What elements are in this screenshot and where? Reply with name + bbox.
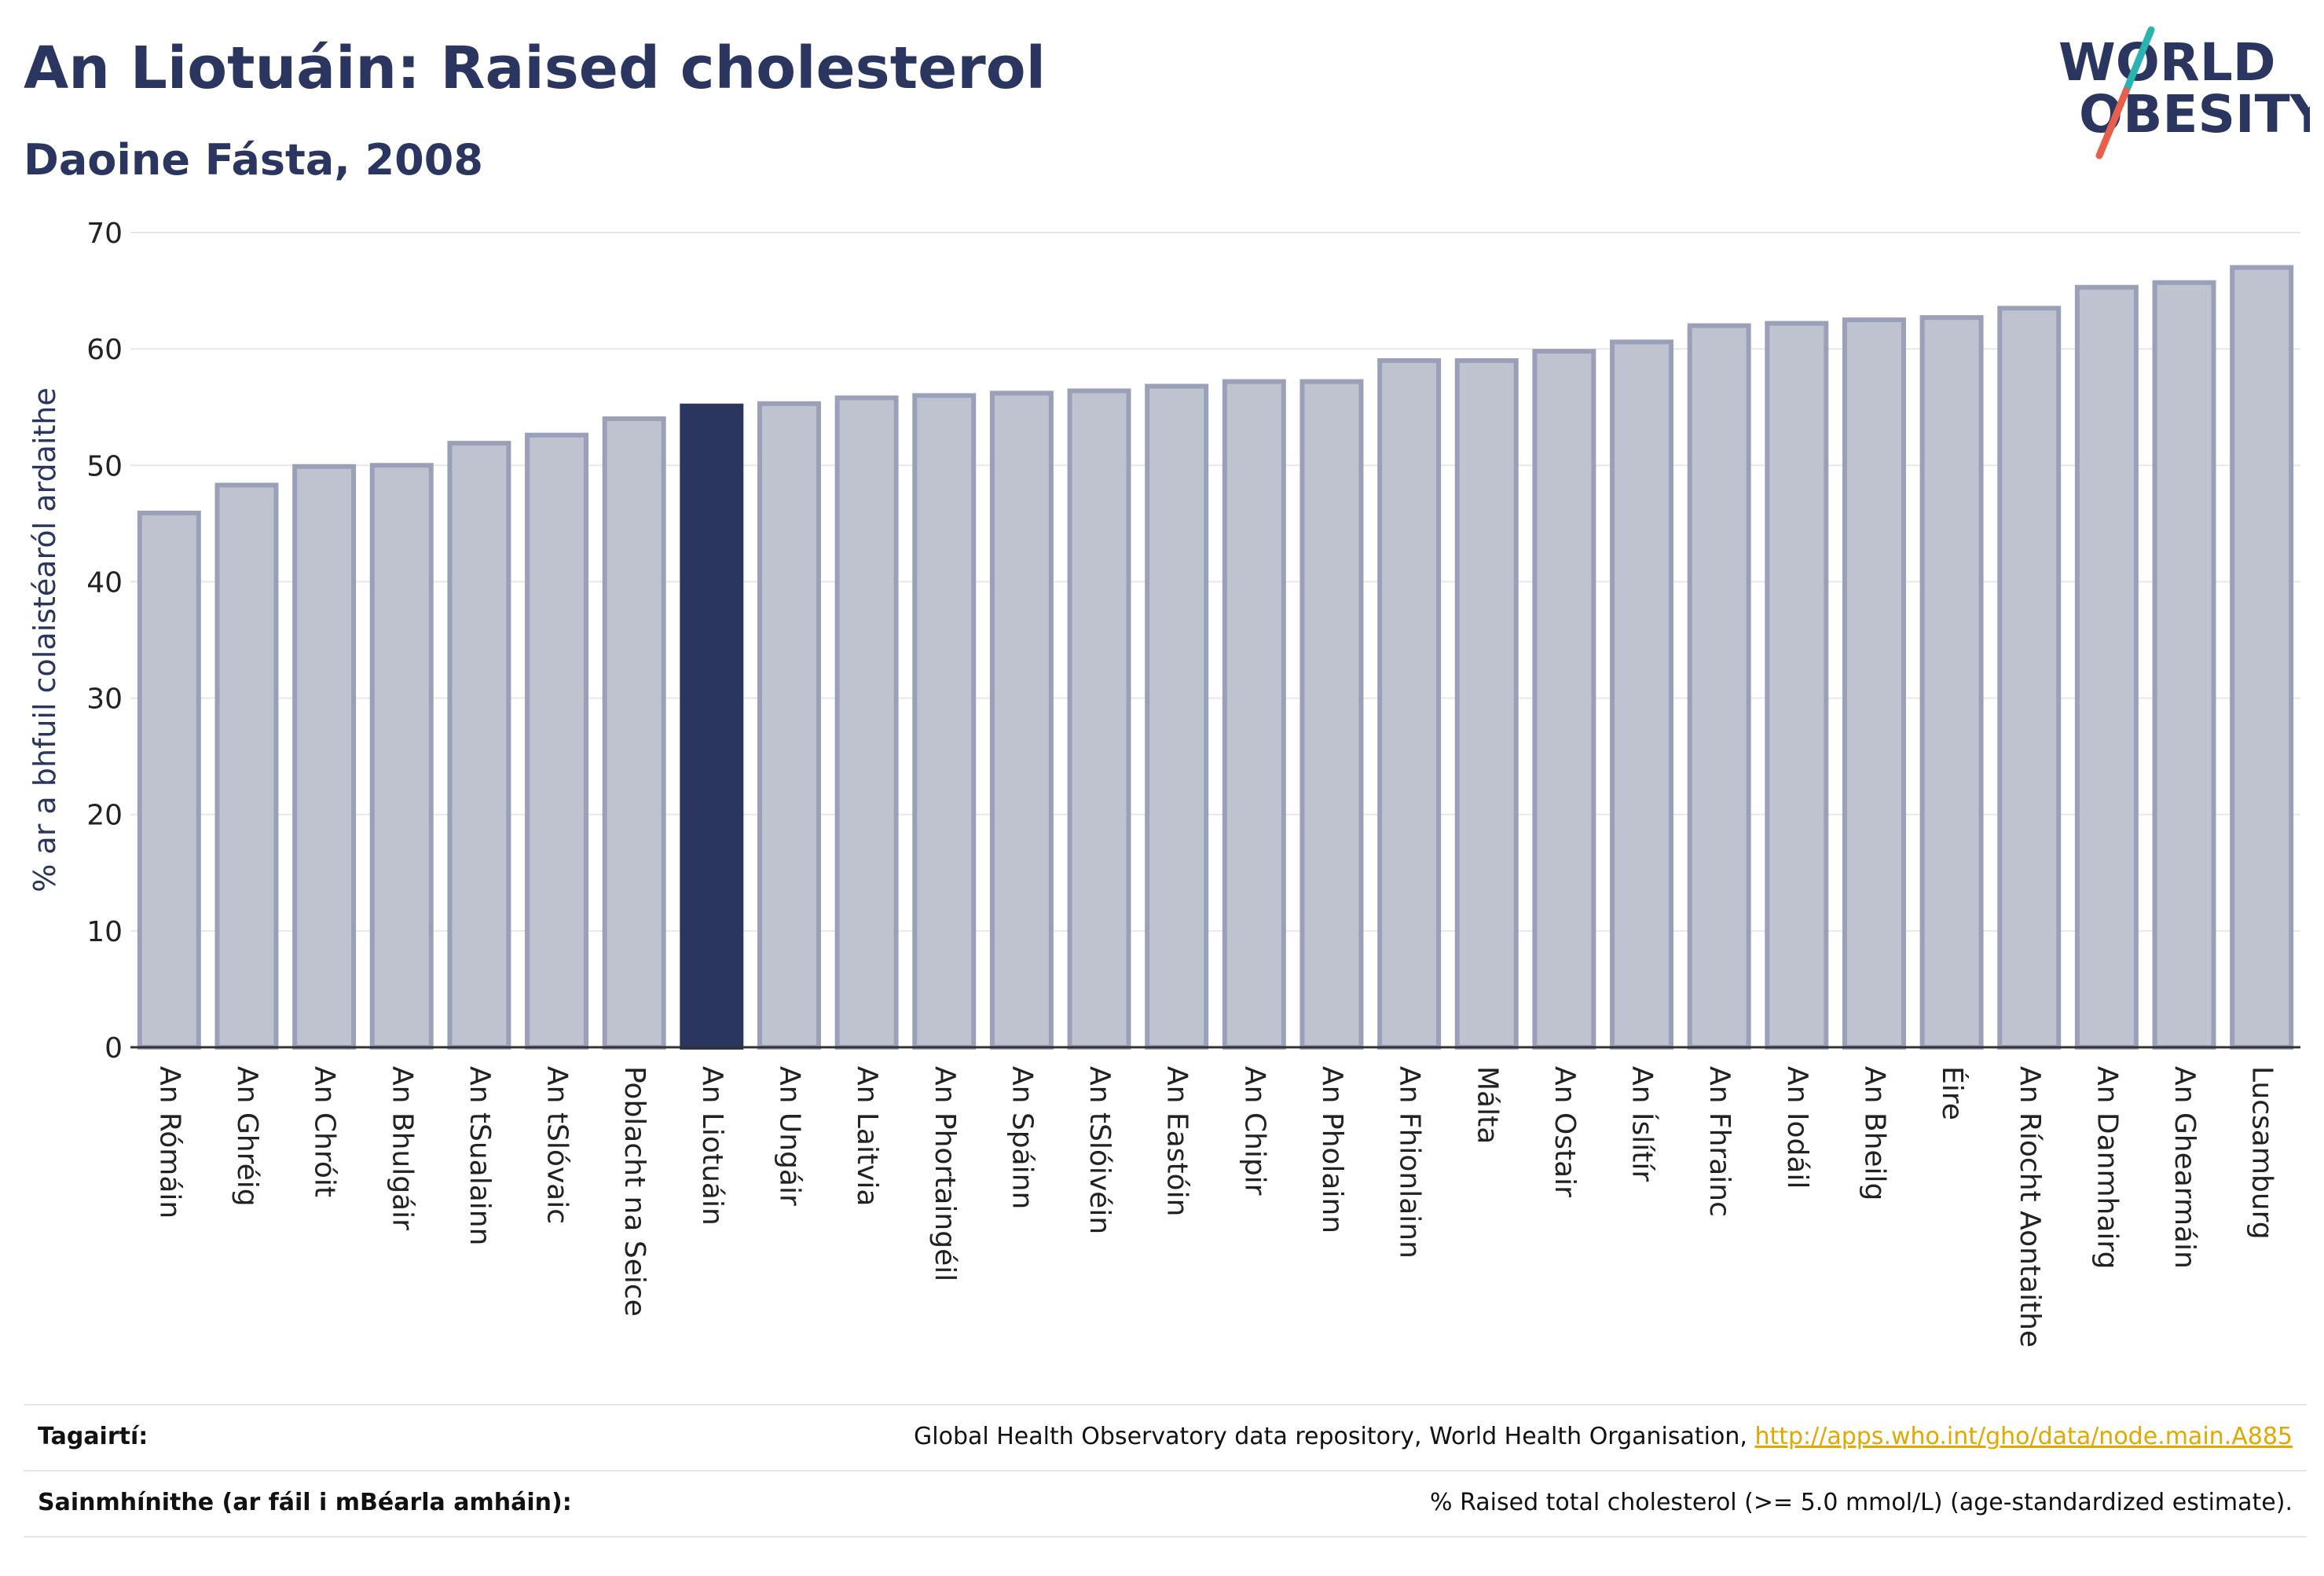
x-tick-label: An Bheilg bbox=[1858, 1066, 1890, 1200]
bar bbox=[1997, 306, 2062, 1050]
logo-slash-red bbox=[2095, 87, 2130, 159]
bar bbox=[1842, 317, 1906, 1050]
x-tick-label: An Spáinn bbox=[1006, 1066, 1038, 1209]
y-axis-ticks: 0 10 20 30 40 50 60 70 bbox=[86, 218, 123, 1065]
x-tick-label: An Danmhairg bbox=[2091, 1066, 2123, 1269]
y-tick-label: 10 bbox=[86, 916, 123, 948]
x-tick-label: An Laitvia bbox=[851, 1066, 883, 1207]
y-tick-label: 30 bbox=[86, 684, 123, 716]
bar bbox=[989, 390, 1054, 1050]
bar bbox=[834, 395, 899, 1050]
bar bbox=[369, 463, 434, 1050]
y-axis-label: % ar a bhfuil colaistéaról ardaithe bbox=[27, 387, 62, 892]
world-obesity-logo: WORLD OBESITY bbox=[2058, 26, 2310, 159]
bar bbox=[1610, 339, 1674, 1050]
bar bbox=[1222, 379, 1286, 1050]
bar bbox=[1067, 388, 1131, 1050]
bar bbox=[1299, 379, 1364, 1050]
x-tick-label: An Ghearmáin bbox=[2168, 1066, 2201, 1269]
bar bbox=[1687, 323, 1751, 1050]
x-tick-label: An Iodáil bbox=[1781, 1066, 1813, 1189]
bar bbox=[1532, 349, 1596, 1050]
x-tick-label: An Fhionlainn bbox=[1394, 1066, 1426, 1259]
x-tick-label: An Pholainn bbox=[1316, 1066, 1348, 1233]
definitions-value: % Raised total cholesterol (>= 5.0 mmol/… bbox=[1430, 1489, 2293, 1516]
references-link[interactable]: http://apps.who.int/gho/data/node.main.A… bbox=[1754, 1423, 2293, 1450]
bars bbox=[137, 265, 2294, 1050]
definitions-label: Sainmhínithe (ar fáil i mBéarla amháin): bbox=[38, 1489, 572, 1516]
x-tick-label: Poblacht na Seice bbox=[618, 1066, 651, 1317]
x-tick-label: An Rómáin bbox=[153, 1066, 185, 1219]
references-value: Global Health Observatory data repositor… bbox=[914, 1423, 2293, 1450]
bar bbox=[1919, 315, 1984, 1050]
bar bbox=[525, 432, 589, 1050]
x-tick-label: An Chipir bbox=[1238, 1066, 1270, 1196]
y-tick-label: 0 bbox=[104, 1032, 123, 1065]
bar-chart: 0 10 20 30 40 50 60 70 An Rómáin An Ghréig An Chr… bbox=[27, 218, 2300, 1347]
bar bbox=[912, 393, 977, 1050]
x-tick-label: An Ríocht Aontaithe bbox=[2014, 1066, 2046, 1347]
footer-definitions-row: Sainmhínithe (ar fáil i mBéarla amháin):… bbox=[24, 1472, 2307, 1538]
x-tick-label: An Bhulgáir bbox=[386, 1066, 418, 1230]
chart-title: An Liotuáin: Raised cholesterol bbox=[24, 35, 1046, 102]
x-tick-label: An Fhrainc bbox=[1703, 1066, 1736, 1217]
bar bbox=[1145, 383, 1209, 1050]
bar bbox=[2152, 280, 2216, 1050]
x-axis-labels: An Rómáin An Ghréig An Chróit An Bhulgáir An… bbox=[153, 1066, 2278, 1347]
x-tick-label: An tSlóvaic bbox=[541, 1066, 574, 1224]
x-tick-label: An Ghréig bbox=[231, 1066, 263, 1207]
bar bbox=[292, 464, 357, 1050]
logo-slash-teal bbox=[2122, 26, 2155, 95]
logo-line-1: WORLD bbox=[2058, 32, 2276, 93]
y-tick-label: 40 bbox=[86, 566, 123, 599]
footer-references-row: Tagairtí: Global Health Observatory data… bbox=[24, 1406, 2307, 1472]
bar-highlighted bbox=[680, 403, 744, 1050]
bar bbox=[214, 482, 279, 1050]
y-tick-label: 60 bbox=[86, 334, 123, 366]
x-tick-label: An Eastóin bbox=[1161, 1066, 1193, 1216]
bar bbox=[137, 511, 201, 1050]
y-tick-label: 20 bbox=[86, 800, 123, 832]
x-tick-label: An Ostair bbox=[1549, 1066, 1581, 1197]
references-label: Tagairtí: bbox=[38, 1423, 148, 1450]
x-tick-label: Éire bbox=[1936, 1066, 1969, 1120]
bar bbox=[2230, 265, 2294, 1050]
references-text: Global Health Observatory data repositor… bbox=[914, 1423, 1755, 1450]
bar bbox=[757, 401, 821, 1050]
x-tick-label: An tSlóivéin bbox=[1083, 1066, 1116, 1234]
x-tick-label: Málta bbox=[1471, 1066, 1503, 1144]
bar bbox=[602, 416, 666, 1050]
bar bbox=[1454, 357, 1519, 1050]
bar bbox=[2074, 284, 2139, 1050]
chart-subtitle: Daoine Fásta, 2008 bbox=[24, 135, 483, 185]
y-tick-label: 70 bbox=[86, 218, 123, 250]
y-tick-label: 50 bbox=[86, 450, 123, 482]
x-tick-label: An Phortaingéil bbox=[929, 1066, 961, 1281]
bar bbox=[1377, 357, 1442, 1050]
x-tick-label: An tSualainn bbox=[464, 1066, 496, 1245]
x-tick-label: Lucsamburg bbox=[2246, 1066, 2278, 1240]
footer-divider bbox=[24, 1404, 2307, 1406]
bar bbox=[1765, 321, 1829, 1050]
x-tick-label: An Liotuáin bbox=[696, 1066, 728, 1226]
x-tick-label: An Chróit bbox=[309, 1066, 341, 1197]
x-tick-label: An Ungáir bbox=[773, 1066, 805, 1206]
x-tick-label: An Íslítír bbox=[1626, 1066, 1659, 1182]
bar bbox=[447, 441, 511, 1050]
